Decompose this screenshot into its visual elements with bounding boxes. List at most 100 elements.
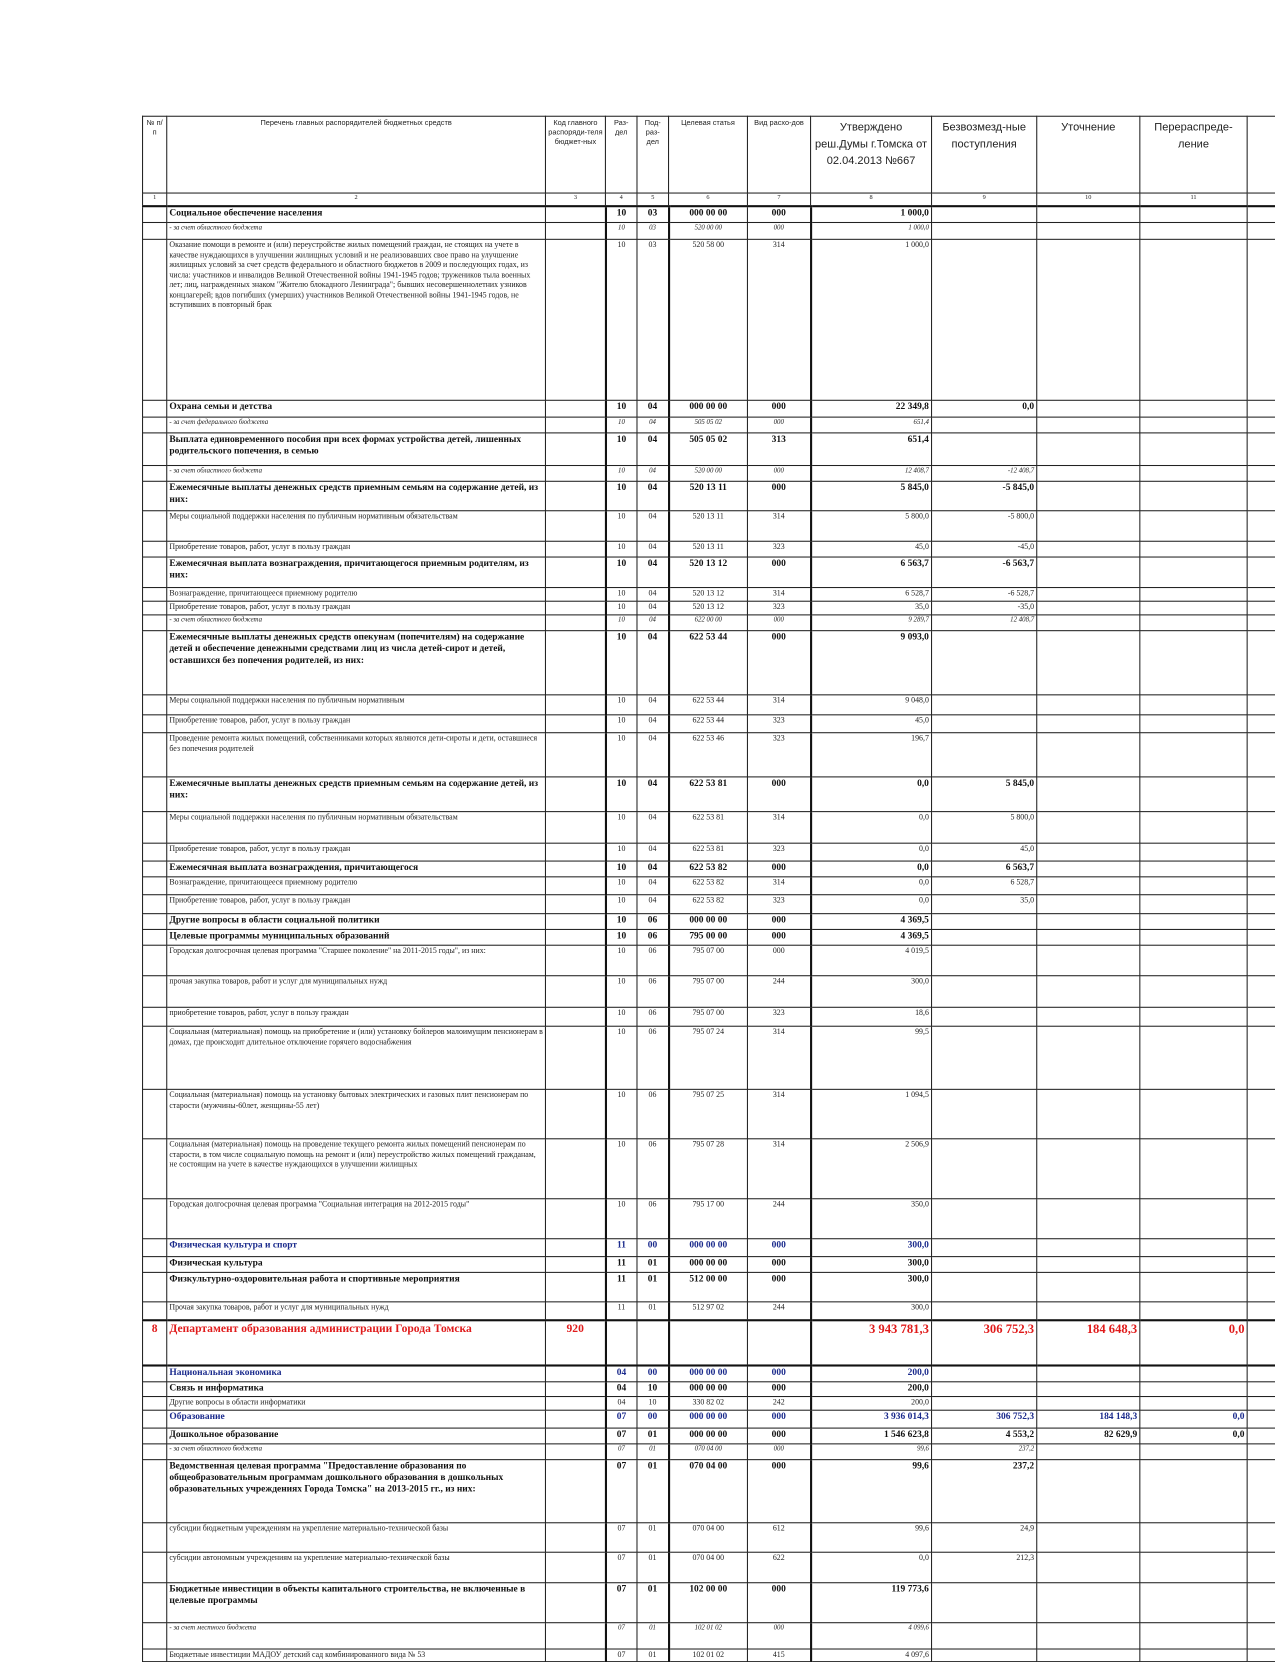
cell-extra [1246,238,1275,401]
cell-section: 07 [604,1551,638,1584]
cell-extra [1246,480,1275,512]
column-number: 6 [668,192,748,207]
cell-approved: 651,4 [809,432,933,467]
cell-target: 622 53 82 [667,860,748,878]
cell-redistribution [1139,1582,1248,1624]
cell-extra [1246,432,1275,467]
cell-number [142,399,168,418]
cell-code [544,432,606,467]
cell-name: Физическая культура [166,1256,546,1273]
table-row: Целевые программы муниципальных образова… [142,928,1275,946]
cell-section: 11 [604,1301,638,1321]
table-row: Физкультурно-оздоровительная работа и сп… [142,1271,1275,1303]
cell-clarification [1036,540,1141,558]
cell-expense-type: 242 [746,1396,812,1411]
cell-extra [1246,1238,1275,1258]
table-row: Социальная (материальная) помощь на уста… [142,1088,1275,1140]
cell-target: 102 00 00 [667,1582,748,1624]
cell-approved: 200,0 [809,1396,933,1411]
cell-expense-type: 000 [746,205,812,224]
cell-redistribution [1139,1364,1248,1383]
cell-target: 520 13 12 [667,556,748,589]
cell-clarification [1036,432,1141,467]
cell-clarification [1036,1522,1141,1553]
cell-code [544,1271,606,1303]
table-row: Образование 07 00 000 00 00 000 3 936 014,3 30… [142,1409,1275,1429]
cell-gratuitous: -5 800,0 [931,510,1038,542]
cell-subsection: 04 [636,842,670,862]
cell-number [142,1443,168,1461]
cell-subsection: 01 [636,1648,670,1662]
table-row: Другие вопросы в области информатики 04 10… [142,1396,1275,1411]
cell-approved: 300,0 [809,1256,933,1273]
table-row: - за счет областного бюджета 10 04 622 00 0… [142,614,1275,632]
cell-name: Прочая закупка товаров, работ и услуг дл… [166,1301,546,1321]
cell-gratuitous [931,1648,1038,1662]
cell-extra [1246,944,1275,977]
cell-section: 10 [604,1138,638,1200]
cell-section: 07 [604,1622,638,1650]
cell-target: 622 53 82 [667,894,748,915]
cell-approved: 300,0 [809,1238,933,1258]
cell-target: 795 07 25 [667,1088,748,1140]
cell-clarification [1036,1364,1141,1383]
cell-redistribution [1139,913,1248,930]
column-number: 3 [544,192,606,207]
cell-name: Физкультурно-оздоровительная работа и сп… [166,1271,546,1303]
cell-section: 10 [604,944,638,977]
cell-gratuitous [931,630,1038,696]
cell-approved: 300,0 [809,1271,933,1303]
cell-redistribution [1139,1648,1248,1662]
cell-subsection: 01 [636,1551,670,1584]
cell-number [142,1271,168,1303]
cell-expense-type: 000 [746,480,812,512]
cell-approved: 0,0 [809,842,933,862]
cell-gratuitous [931,1364,1038,1383]
cell-section: 10 [604,1025,638,1090]
cell-target: 795 07 00 [667,944,748,977]
cell-name: Оказание помощи в ремонте и (или) переус… [166,238,546,401]
cell-subsection: 01 [636,1459,670,1524]
cell-expense-type: 000 [746,776,812,813]
cell-target: 622 53 44 [667,714,748,734]
cell-code [544,556,606,589]
cell-redistribution [1139,1459,1248,1524]
cell-gratuitous: -5 845,0 [931,480,1038,512]
cell-subsection: 06 [636,1138,670,1200]
cell-number [142,1409,168,1429]
table-row: Прочая закупка товаров, работ и услуг дл… [142,1301,1275,1321]
cell-clarification [1036,600,1141,616]
cell-extra [1246,776,1275,813]
cell-gratuitous [931,1006,1038,1027]
cell-gratuitous: 237,2 [931,1443,1038,1461]
table-row: Бюджетные инвестиции в объекты капитальн… [142,1582,1275,1624]
cell-number [142,1459,168,1524]
table-row: Городская долгосрочная целевая программа… [142,1198,1275,1240]
cell-gratuitous: 45,0 [931,842,1038,862]
column-number: 8 [810,192,933,207]
cell-code [544,1551,606,1584]
header-col-number: № п/п [142,115,168,194]
cell-approved: 99,6 [809,1459,933,1524]
cell-section: 10 [604,894,638,915]
cell-redistribution [1139,464,1248,482]
cell-extra [1246,221,1275,240]
cell-gratuitous [931,714,1038,734]
cell-name: Приобретение товаров, работ, услуг в пол… [166,842,546,862]
column-number: 9 [931,192,1038,207]
cell-approved: 6 528,7 [809,587,933,602]
cell-gratuitous: 24,9 [931,1522,1038,1553]
cell-number [142,1088,168,1140]
cell-section: 11 [604,1271,638,1303]
cell-section: 10 [604,1088,638,1140]
cell-redistribution: 0,0 [1139,1427,1248,1445]
cell-redistribution [1139,540,1248,558]
table-row: Городская долгосрочная целевая программа… [142,944,1275,977]
cell-name: - за счет областного бюджета [166,1443,546,1461]
cell-code [544,1522,606,1553]
cell-expense-type: 000 [746,1381,812,1398]
header-row: № п/п Перечень главных распорядителей бюд… [142,115,1275,194]
cell-target: 622 53 44 [667,630,748,696]
cell-expense-type: 323 [746,600,812,616]
cell-extra [1246,464,1275,482]
